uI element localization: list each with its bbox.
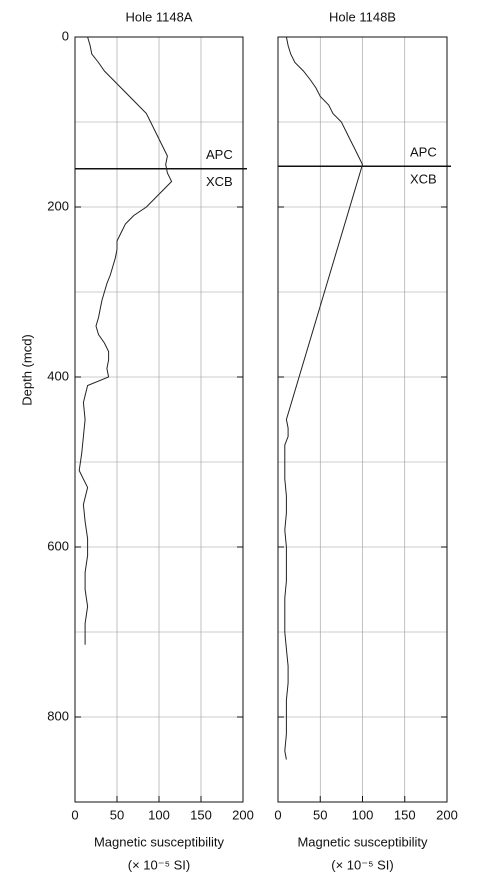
y-tick-label: 400	[47, 368, 69, 383]
y-tick-label: 200	[47, 198, 69, 213]
panel-title: Hole 1148B	[329, 9, 396, 24]
x-tick-label: 0	[71, 807, 78, 822]
x-axis-unit: (× 10⁻⁵ SI)	[128, 857, 190, 872]
y-tick-label: 0	[62, 28, 69, 43]
y-tick-label: 600	[47, 538, 69, 553]
x-tick-label: 100	[352, 807, 374, 822]
x-axis-label: Magnetic susceptibility	[94, 834, 225, 849]
x-tick-label: 0	[274, 807, 281, 822]
annotation: XCB	[410, 172, 437, 187]
x-axis-unit: (× 10⁻⁵ SI)	[331, 857, 393, 872]
x-axis-label: Magnetic susceptibility	[297, 834, 428, 849]
x-tick-label: 50	[313, 807, 327, 822]
x-tick-label: 150	[190, 807, 212, 822]
x-tick-label: 200	[436, 807, 458, 822]
x-tick-label: 100	[148, 807, 170, 822]
annotation: APC	[206, 147, 233, 162]
x-tick-label: 50	[110, 807, 124, 822]
x-tick-label: 200	[232, 807, 254, 822]
annotation: XCB	[206, 174, 233, 189]
y-tick-label: 800	[47, 708, 69, 723]
y-axis-label: Depth (mcd)	[19, 334, 34, 406]
annotation: APC	[410, 145, 437, 160]
susceptibility-line	[284, 36, 364, 760]
susceptibility-line	[78, 36, 173, 645]
panel-title: Hole 1148A	[126, 9, 193, 24]
x-tick-label: 150	[394, 807, 416, 822]
